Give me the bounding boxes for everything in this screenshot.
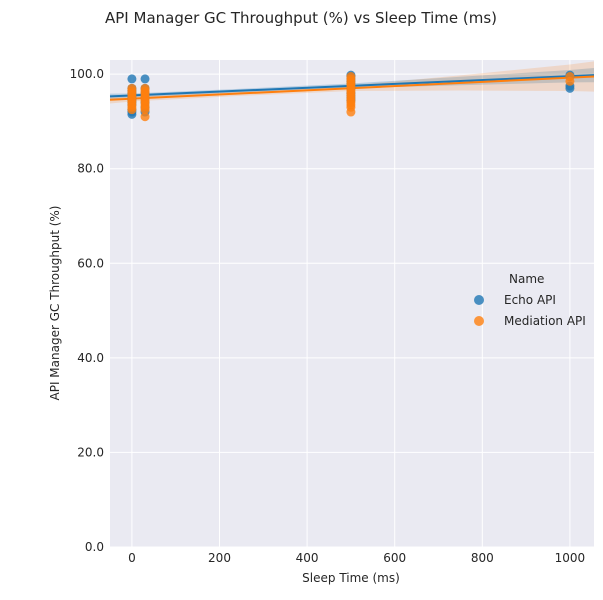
x-tick-label: 1000 bbox=[555, 551, 586, 565]
chart-title: API Manager GC Throughput (%) vs Sleep T… bbox=[105, 9, 497, 27]
y-tick-label: 60.0 bbox=[77, 256, 104, 270]
y-tick-label: 80.0 bbox=[77, 162, 104, 176]
data-point bbox=[565, 76, 575, 86]
plot-area bbox=[110, 60, 594, 547]
x-tick-label: 0 bbox=[128, 551, 136, 565]
legend-marker bbox=[474, 316, 484, 326]
x-tick-label: 400 bbox=[296, 551, 319, 565]
y-tick-label: 100.0 bbox=[70, 67, 104, 81]
data-point bbox=[140, 74, 150, 84]
y-axis-ticks: 0.0 20.0 40.0 60.0 80.0 100.0 bbox=[70, 67, 104, 554]
data-point bbox=[127, 105, 137, 115]
x-axis-ticks: 0 200 400 600 800 1000 bbox=[128, 551, 585, 565]
y-tick-label: 0.0 bbox=[85, 540, 104, 554]
x-axis-label: Sleep Time (ms) bbox=[302, 571, 400, 585]
legend: Name Echo API Mediation API bbox=[474, 272, 586, 328]
data-point bbox=[565, 83, 575, 93]
legend-title: Name bbox=[509, 272, 544, 286]
legend-label: Mediation API bbox=[504, 314, 586, 328]
legend-label: Echo API bbox=[504, 293, 556, 307]
data-point bbox=[140, 105, 150, 115]
y-axis-label: API Manager GC Throughput (%) bbox=[48, 206, 62, 401]
data-point bbox=[127, 74, 137, 84]
x-tick-label: 600 bbox=[383, 551, 406, 565]
y-tick-label: 20.0 bbox=[77, 445, 104, 459]
x-tick-label: 800 bbox=[471, 551, 494, 565]
data-points bbox=[127, 70, 575, 122]
y-tick-label: 40.0 bbox=[77, 351, 104, 365]
legend-marker bbox=[474, 295, 484, 305]
x-tick-label: 200 bbox=[208, 551, 231, 565]
data-point bbox=[346, 107, 356, 117]
grid bbox=[110, 60, 594, 548]
data-point bbox=[140, 112, 150, 122]
